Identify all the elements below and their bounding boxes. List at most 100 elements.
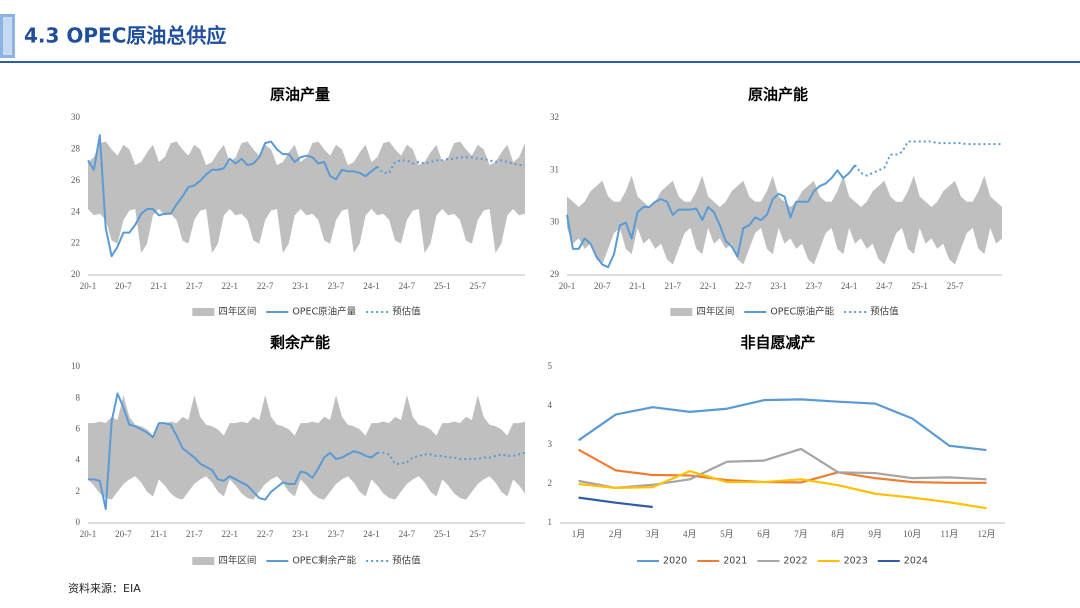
x-tick-label: 7月 <box>794 529 808 539</box>
x-tick-label: 20-1 <box>80 281 97 291</box>
legend-label: 预估值 <box>870 306 899 318</box>
y-tick-label: 6 <box>76 423 81 433</box>
legend: 2020 2021 2022 2023 2024 <box>637 556 928 567</box>
y-tick-label: 29 <box>550 269 560 279</box>
x-tick-label: 20-7 <box>594 281 611 291</box>
x-tick-label: 1月 <box>572 529 586 539</box>
y-tick-label: 8 <box>76 392 81 402</box>
x-tick-label: 24-7 <box>876 281 893 291</box>
y-tick-label: 5 <box>548 361 553 371</box>
x-tick-label: 22-1 <box>221 281 238 291</box>
y-tick-label: 4 <box>76 455 81 465</box>
legend-label: OPEC原油产能 <box>770 306 834 318</box>
chart-title: 非自愿减产 <box>740 334 815 352</box>
chart-title: 原油产能 <box>748 86 808 104</box>
y-tick-label: 24 <box>71 206 81 216</box>
x-tick-label: 20-7 <box>115 529 132 539</box>
x-tick-label: 2月 <box>609 529 623 539</box>
legend-label: 2021 <box>723 556 747 567</box>
chart-title: 原油产量 <box>270 86 330 104</box>
x-tick-label: 22-1 <box>221 529 238 539</box>
y-tick-label: 2 <box>76 486 81 496</box>
series-line <box>578 496 653 509</box>
x-tick-label: 22-7 <box>735 281 752 291</box>
legend-swatch <box>192 308 215 316</box>
series-line <box>578 448 987 484</box>
x-tick-label: 22-7 <box>257 281 274 291</box>
series-line <box>578 470 987 510</box>
x-tick-label: 23-7 <box>806 281 823 291</box>
series-line <box>87 134 378 258</box>
chart-title: 剩余产能 <box>270 334 330 352</box>
legend-swatch <box>192 557 215 565</box>
range-band <box>88 395 525 500</box>
legend-label: 预估值 <box>392 555 421 567</box>
y-tick-label: 30 <box>550 217 560 227</box>
x-tick-label: 11月 <box>941 529 959 539</box>
x-tick-label: 22-7 <box>257 529 274 539</box>
x-tick-label: 3月 <box>646 529 660 539</box>
x-tick-label: 24-7 <box>399 529 416 539</box>
legend-label: OPEC原油产量 <box>292 306 356 318</box>
legend-label: OPEC剩余产能 <box>292 555 356 567</box>
x-tick-label: 24-1 <box>363 281 380 291</box>
x-tick-label: 23-7 <box>328 281 345 291</box>
y-tick-label: 26 <box>71 175 81 185</box>
y-tick-label: 20 <box>71 269 81 279</box>
y-tick-label: 22 <box>71 238 80 248</box>
x-tick-label: 20-7 <box>115 281 132 291</box>
legend-label: 2022 <box>783 556 807 567</box>
y-tick-label: 2 <box>548 478 553 488</box>
legend-label: 四年区间 <box>696 306 734 318</box>
x-tick-label: 24-7 <box>399 281 416 291</box>
legend-swatch <box>670 308 693 316</box>
y-tick-label: 32 <box>550 112 559 122</box>
legend: 四年区间 OPEC原油产能 预估值 <box>670 306 899 318</box>
source-note: 资料来源：EIA <box>68 581 141 595</box>
legend-label: 2024 <box>904 556 928 567</box>
x-tick-label: 8月 <box>831 529 845 539</box>
x-tick-label: 10月 <box>903 529 921 539</box>
x-tick-label: 21-7 <box>665 281 682 291</box>
range-band <box>88 141 525 254</box>
legend-label: 2023 <box>844 556 868 567</box>
series-line <box>577 398 987 452</box>
x-tick-label: 20-1 <box>559 281 576 291</box>
series-line <box>88 392 378 510</box>
x-tick-label: 21-1 <box>629 281 646 291</box>
y-tick-label: 1 <box>548 517 553 527</box>
legend-label: 四年区间 <box>218 555 256 567</box>
x-tick-label: 21-7 <box>186 529 203 539</box>
y-tick-label: 28 <box>71 143 81 153</box>
x-tick-label: 25-1 <box>434 529 451 539</box>
y-tick-label: 0 <box>76 517 81 527</box>
legend-label: 2020 <box>663 556 687 567</box>
x-tick-label: 25-7 <box>947 281 964 291</box>
x-tick-label: 24-1 <box>363 529 380 539</box>
x-tick-label: 9月 <box>868 529 882 539</box>
x-tick-label: 23-1 <box>292 529 309 539</box>
legend: 四年区间 OPEC剩余产能 预估值 <box>192 555 421 567</box>
forecast-line <box>376 156 525 174</box>
forecast-line <box>377 451 526 465</box>
x-tick-label: 25-1 <box>911 281 928 291</box>
x-tick-label: 12月 <box>977 529 995 539</box>
x-tick-label: 25-1 <box>434 281 451 291</box>
y-tick-label: 31 <box>550 164 559 174</box>
x-tick-label: 21-7 <box>186 281 203 291</box>
legend: 四年区间 OPEC原油产量 预估值 <box>192 306 421 318</box>
x-tick-label: 4月 <box>683 529 697 539</box>
y-tick-label: 10 <box>71 361 81 371</box>
y-tick-label: 3 <box>548 439 553 449</box>
x-tick-label: 21-1 <box>151 529 168 539</box>
series-line <box>578 447 987 489</box>
legend-label: 四年区间 <box>218 306 256 318</box>
x-tick-label: 23-7 <box>328 529 345 539</box>
header-mark-inner <box>3 17 12 55</box>
x-tick-label: 24-1 <box>841 281 858 291</box>
series-line <box>566 164 856 269</box>
range-band <box>567 175 1002 265</box>
x-tick-label: 23-1 <box>770 281 787 291</box>
x-tick-label: 5月 <box>720 529 734 539</box>
